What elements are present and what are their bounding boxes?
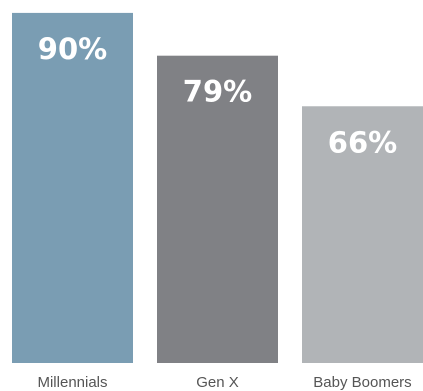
bar-millennials — [12, 12, 133, 364]
category-label-gen-x: Gen X — [196, 374, 239, 391]
category-label-baby-boomers: Baby Boomers — [313, 374, 411, 391]
value-label-millennials: 90% — [38, 32, 107, 66]
bar-baby-boomers — [302, 106, 423, 363]
category-label-millennials: Millennials — [37, 374, 107, 391]
value-label-baby-boomers: 66% — [328, 125, 397, 159]
bar-gen-x — [157, 55, 278, 363]
value-label-gen-x: 79% — [183, 75, 252, 109]
